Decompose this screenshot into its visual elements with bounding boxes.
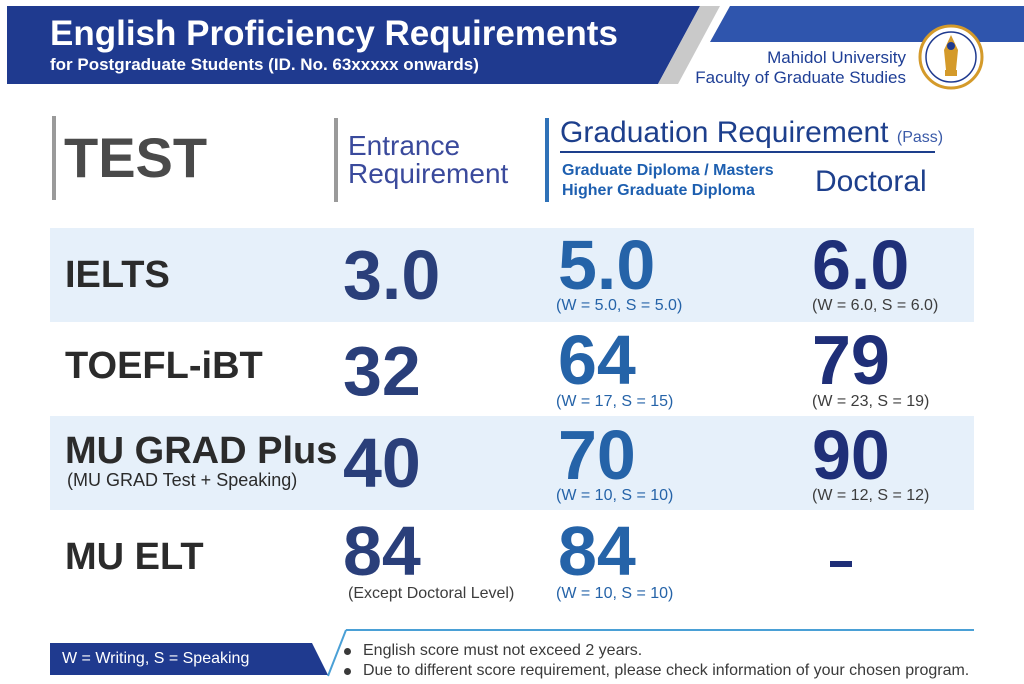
masters-subscore: (W = 5.0, S = 5.0) bbox=[556, 297, 683, 314]
doctoral-column-header: Doctoral bbox=[815, 165, 927, 198]
masters-header-line2: Higher Graduate Diploma bbox=[562, 182, 755, 199]
entrance-score: 3.0 bbox=[343, 236, 441, 314]
graduation-header-label: Graduation Requirement bbox=[560, 116, 889, 149]
test-name: TOEFL-iBT bbox=[65, 345, 263, 387]
legend-banner bbox=[50, 643, 328, 675]
pass-label: (Pass) bbox=[896, 129, 944, 146]
test-column-header: TEST bbox=[64, 126, 208, 189]
header-banner bbox=[0, 0, 1024, 86]
masters-score: 84 bbox=[558, 512, 636, 590]
graduation-column-header: Graduation Requirement (Pass) bbox=[560, 116, 943, 155]
faculty-name: Faculty of Graduate Studies bbox=[695, 68, 906, 87]
footer-note-text: Due to different score requirement, plea… bbox=[363, 662, 970, 679]
footer-note: Due to different score requirement, plea… bbox=[344, 661, 969, 681]
footer-divider bbox=[327, 629, 974, 677]
test-name: IELTS bbox=[65, 254, 170, 296]
row-background-ielts bbox=[50, 228, 974, 322]
page-title: English Proficiency Requirements bbox=[50, 14, 618, 53]
entrance-score: 40 bbox=[343, 424, 421, 502]
row-background-mu-grad-plus bbox=[50, 416, 974, 510]
footer-note: English score must not exceed 2 years. bbox=[344, 641, 969, 661]
doctoral-score: 6.0 bbox=[812, 226, 910, 304]
test-column-divider bbox=[52, 116, 56, 200]
bullet-icon bbox=[344, 667, 351, 675]
doctoral-not-applicable: - bbox=[830, 561, 852, 567]
mahidol-university-seal-icon bbox=[918, 24, 984, 90]
footer-notes: English score must not exceed 2 years. D… bbox=[344, 641, 969, 681]
masters-header-line1: Graduate Diploma / Masters bbox=[562, 162, 774, 179]
test-subtitle: (MU GRAD Test + Speaking) bbox=[67, 470, 298, 490]
page-subtitle: for Postgraduate Students (ID. No. 63xxx… bbox=[50, 55, 479, 74]
masters-score: 64 bbox=[558, 321, 636, 399]
doctoral-score: 79 bbox=[812, 321, 890, 399]
footer-note-text: English score must not exceed 2 years. bbox=[363, 642, 643, 659]
entrance-header-line2: Requirement bbox=[348, 158, 509, 189]
doctoral-subscore: (W = 23, S = 19) bbox=[812, 393, 930, 410]
entrance-column-divider bbox=[334, 118, 338, 202]
bullet-icon bbox=[344, 647, 351, 655]
masters-subscore: (W = 17, S = 15) bbox=[556, 393, 674, 410]
legend-text: W = Writing, S = Speaking bbox=[62, 650, 250, 667]
test-name: MU ELT bbox=[65, 536, 204, 578]
doctoral-score: 90 bbox=[812, 416, 890, 494]
test-name: MU GRAD Plus bbox=[65, 430, 338, 472]
masters-subscore: (W = 10, S = 10) bbox=[556, 487, 674, 504]
masters-subscore: (W = 10, S = 10) bbox=[556, 585, 674, 602]
entrance-note: (Except Doctoral Level) bbox=[348, 585, 515, 602]
masters-score: 5.0 bbox=[558, 226, 656, 304]
entrance-header-line1: Entrance bbox=[348, 130, 461, 161]
entrance-score: 84 bbox=[343, 512, 421, 590]
masters-column-header: Graduate Diploma / Masters Higher Gradua… bbox=[562, 161, 774, 201]
entrance-column-header: Entrance Requirement bbox=[348, 132, 508, 188]
university-block: Mahidol University Faculty of Graduate S… bbox=[695, 48, 906, 88]
doctoral-subscore: (W = 12, S = 12) bbox=[812, 487, 930, 504]
graduation-header-underline bbox=[560, 151, 935, 153]
masters-score: 70 bbox=[558, 416, 636, 494]
university-name: Mahidol University bbox=[767, 48, 906, 67]
entrance-score: 32 bbox=[343, 332, 421, 410]
graduation-column-divider bbox=[545, 118, 549, 202]
doctoral-subscore: (W = 6.0, S = 6.0) bbox=[812, 297, 939, 314]
